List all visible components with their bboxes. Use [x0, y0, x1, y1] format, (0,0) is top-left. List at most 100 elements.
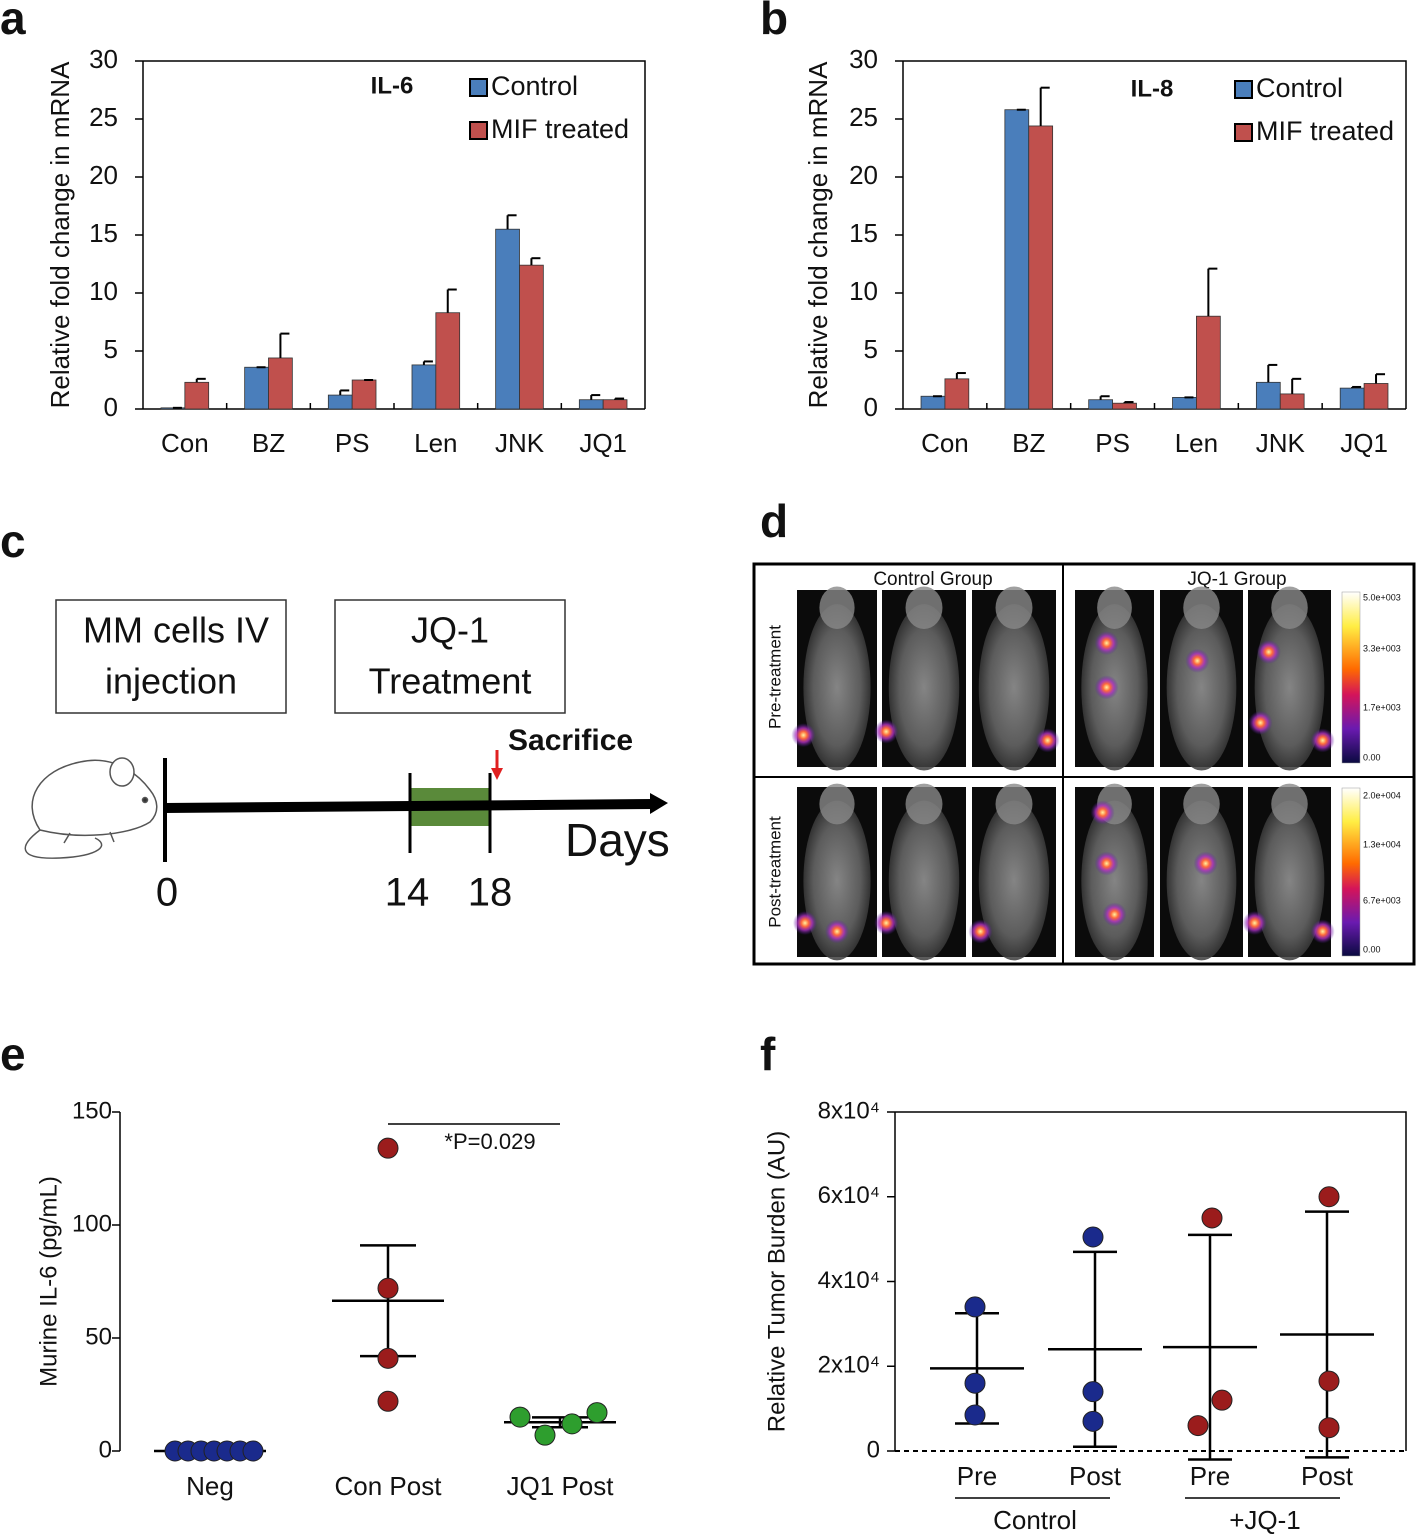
- legend-swatch: [1234, 80, 1253, 99]
- y-tick-label: 50: [85, 1323, 112, 1350]
- mouse-body: [888, 800, 960, 961]
- y-tick-label: 0: [99, 1436, 112, 1463]
- signal-spot: [825, 919, 849, 944]
- y-tick-label: 150: [72, 1097, 112, 1124]
- x-tick-label: JNK: [1256, 428, 1306, 458]
- x-tick-label: Len: [1175, 428, 1218, 458]
- data-point: [377, 1347, 399, 1369]
- x-tick-label: Neg: [186, 1471, 234, 1501]
- plot-frame: [903, 60, 1407, 409]
- bar: [578, 399, 604, 410]
- y-tick-label: 30: [849, 44, 878, 74]
- legend-label: Control: [1256, 73, 1343, 103]
- data-point: [242, 1440, 264, 1462]
- legend-swatch: [469, 121, 488, 140]
- signal-spot: [1242, 911, 1267, 935]
- mouse-body: [978, 800, 1050, 961]
- signal-spot: [1094, 675, 1119, 700]
- mouse-head: [905, 783, 943, 825]
- y-axis-label: Relative fold change in mRNA: [803, 61, 833, 408]
- data-point: [586, 1402, 608, 1424]
- timeline-panel: c MM cells IV injection JQ-1 Treatment S…: [0, 515, 670, 914]
- data-point: [1201, 1207, 1223, 1229]
- x-tick-label: PS: [335, 428, 370, 458]
- data-point: [964, 1296, 986, 1318]
- x-tick-label: JNK: [495, 428, 545, 458]
- mouse-head: [1183, 586, 1220, 629]
- x-tick-label: PS: [1095, 428, 1130, 458]
- row-header: Pre-treatment: [765, 625, 784, 729]
- y-tick-label: 0: [104, 392, 118, 422]
- bar: [435, 312, 461, 410]
- panel-letter: f: [760, 1028, 776, 1080]
- mouse-icon: [24, 757, 158, 859]
- signal-spot: [968, 919, 993, 944]
- data-point: [377, 1277, 399, 1299]
- mouse-body: [803, 800, 871, 961]
- y-tick-label: 5: [104, 334, 118, 364]
- mouse-body: [888, 604, 960, 771]
- step-text: JQ-1: [411, 610, 489, 651]
- y-tick-label: 25: [89, 102, 118, 132]
- panel-letter: e: [0, 1028, 26, 1080]
- data-point: [377, 1390, 399, 1412]
- chart-title: IL-8: [1131, 75, 1174, 102]
- data-point: [964, 1404, 986, 1426]
- y-tick-label: 2x10⁴: [818, 1352, 880, 1379]
- mouse-body: [1166, 604, 1237, 771]
- arrow-head: [650, 793, 668, 814]
- mouse-head: [1183, 783, 1220, 825]
- y-tick-label: 25: [849, 102, 878, 132]
- data-point: [377, 1137, 399, 1159]
- axis-label: Days: [565, 814, 670, 866]
- bar: [1196, 315, 1221, 410]
- scale-label: 0.00: [1363, 752, 1381, 762]
- y-axis-label: Relative Tumor Burden (AU): [763, 1131, 790, 1432]
- mouse-body: [1081, 800, 1148, 961]
- mouse-body: [803, 604, 871, 771]
- signal-spot: [1102, 902, 1127, 927]
- data-point: [1318, 1417, 1340, 1439]
- x-tick-label: BZ: [1012, 428, 1045, 458]
- data-point: [1082, 1381, 1104, 1403]
- step-text: MM cells IV: [83, 610, 269, 651]
- x-tick-label: Post: [1069, 1461, 1122, 1491]
- scale-label: 1.7e+003: [1363, 702, 1401, 712]
- bar: [351, 379, 377, 410]
- y-tick-label: 20: [89, 160, 118, 190]
- bar: [519, 264, 544, 410]
- scale-label: 1.3e+004: [1363, 839, 1401, 849]
- signal-spot: [791, 723, 816, 748]
- event-arrow: [491, 768, 503, 780]
- signal-spot: [1310, 728, 1335, 753]
- group-header: JQ-1 Group: [1187, 569, 1286, 590]
- step-box: [334, 599, 566, 714]
- bar: [495, 228, 520, 410]
- panel-letter: a: [0, 0, 26, 44]
- bar: [944, 378, 970, 410]
- scale-label: 0.00: [1363, 944, 1381, 954]
- y-tick-label: 5: [864, 334, 878, 364]
- plot-frame: [895, 1111, 1407, 1451]
- time-label: 18: [468, 871, 513, 915]
- y-tick-label: 0: [864, 392, 878, 422]
- chart-title: IL-6: [371, 72, 414, 99]
- data-point: [561, 1413, 583, 1435]
- step-text: Treatment: [369, 661, 532, 702]
- bar: [268, 357, 293, 410]
- mouse-head: [1097, 586, 1132, 629]
- group-label: +JQ-1: [1229, 1505, 1301, 1535]
- mouse-body: [1166, 800, 1237, 961]
- scale-label: 5.0e+003: [1363, 592, 1401, 602]
- mouse-head: [995, 586, 1033, 629]
- data-point: [1082, 1226, 1104, 1248]
- bar: [1112, 402, 1137, 410]
- x-tick-label: JQ1 Post: [507, 1471, 615, 1501]
- data-point: [964, 1372, 986, 1394]
- data-point: [1318, 1186, 1340, 1208]
- bar: [1255, 381, 1281, 410]
- x-tick-label: Pre: [1190, 1461, 1230, 1491]
- time-label: 14: [385, 871, 430, 915]
- signal-spot: [1256, 639, 1281, 664]
